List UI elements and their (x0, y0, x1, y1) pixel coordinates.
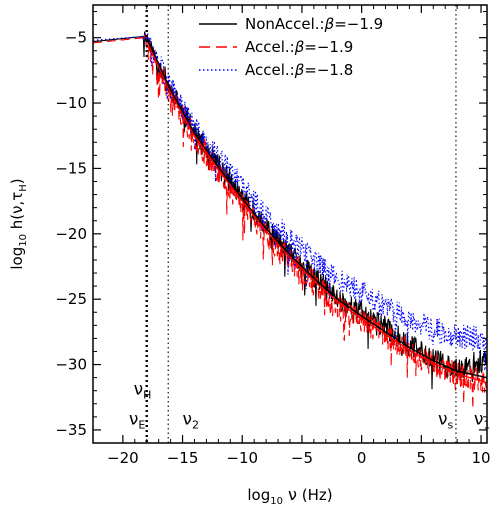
x-tick-label: −20 (107, 449, 139, 467)
series-line-3 (146, 40, 487, 384)
y-axis-title: log10 h(ν,τH) (8, 178, 29, 269)
marker-label-1: νE (129, 410, 146, 432)
marker-label-2: ν2 (183, 410, 200, 432)
y-tick-label: −15 (55, 159, 87, 177)
y-tick-label: −30 (55, 356, 87, 374)
axis-ticks: −20 −15 −10 −5 0 5 10 −35 −30 −25 −20 −15 −10 −5 (55, 5, 491, 467)
series-line-2 (93, 32, 487, 372)
series-line-1 (93, 34, 487, 409)
y-tick-label: −35 (55, 421, 87, 439)
legend-label-2: Accel.:β=−1.8 (245, 61, 353, 79)
x-tick-label: −10 (226, 449, 258, 467)
x-tick-label: 10 (471, 449, 490, 467)
x-tick-label: 5 (417, 449, 427, 467)
legend-label-1: Accel.:β=−1.9 (245, 38, 353, 56)
y-tick-label: −10 (55, 94, 87, 112)
x-tick-label: −15 (167, 449, 199, 467)
y-tick-label: −20 (55, 225, 87, 243)
x-axis-title: log10 ν (Hz) (247, 485, 332, 507)
series-line-4 (146, 37, 487, 379)
frequency-markers: νH νE ν2 νs ν1 (129, 380, 491, 432)
x-tick-label: −5 (291, 449, 313, 467)
legend-label-0: NonAccel.:β=−1.9 (245, 15, 383, 33)
vertical-lines (145, 5, 457, 443)
y-tick-label: −5 (65, 29, 87, 47)
x-tick-label: 0 (357, 449, 367, 467)
marker-label-4: ν1 (474, 410, 491, 432)
marker-label-0: νH (134, 380, 152, 402)
series-layer (93, 31, 487, 409)
marker-label-3: νs (438, 410, 454, 432)
series-line-0 (93, 31, 487, 390)
y-tick-label: −25 (55, 290, 87, 308)
legend: NonAccel.:β=−1.9 Accel.:β=−1.9 Accel.:β=−1… (199, 15, 383, 79)
